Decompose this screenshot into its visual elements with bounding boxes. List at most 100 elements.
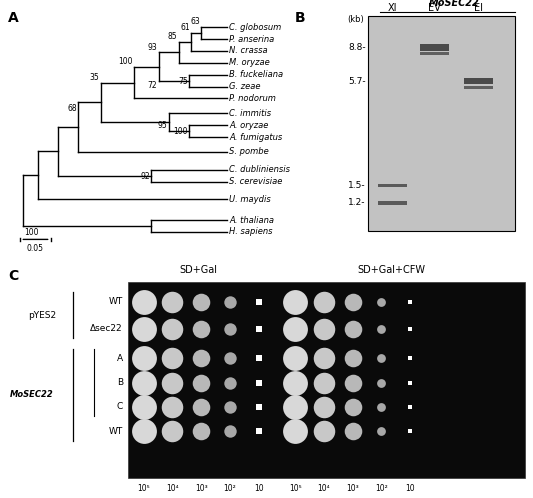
Text: WT: WT [109,297,123,306]
Text: A. fumigatus: A. fumigatus [229,132,282,141]
Text: 93: 93 [148,43,157,52]
Point [225,427,234,435]
Text: 85: 85 [168,32,177,41]
Text: N. crassa: N. crassa [229,46,268,55]
Point [291,403,300,411]
Bar [419,44,449,50]
Point [320,403,328,411]
Text: 10⁴: 10⁴ [166,484,179,493]
Point [254,378,263,386]
Point [225,298,234,306]
Text: 10³: 10³ [195,484,207,493]
Point [254,325,263,333]
Point [291,355,300,363]
Point [349,325,357,333]
Point [377,355,386,363]
Point [320,427,328,435]
Point [168,403,177,411]
Text: A. oryzae: A. oryzae [229,121,269,129]
Point [254,427,263,435]
Text: 10²: 10² [223,484,236,493]
Text: WT: WT [109,427,123,436]
Text: SD+Gal+CFW: SD+Gal+CFW [358,265,426,275]
Text: 10⁵: 10⁵ [289,484,302,493]
Point [291,378,300,386]
Point [140,355,148,363]
Text: 8.8-: 8.8- [348,43,366,52]
Text: (kb): (kb) [348,14,365,23]
Text: C. immitis: C. immitis [229,109,271,118]
Point [168,298,177,306]
Point [291,427,300,435]
Point [349,355,357,363]
Text: C: C [117,402,123,411]
Point [320,355,328,363]
Bar [419,52,449,55]
Point [377,325,386,333]
Text: 61: 61 [181,23,190,32]
Text: SD+Gal: SD+Gal [180,265,217,275]
Point [254,355,263,363]
Text: 10²: 10² [375,484,388,493]
Point [320,298,328,306]
Point [168,355,177,363]
Point [320,325,328,333]
Text: P. nodorum: P. nodorum [229,94,276,103]
Text: 100: 100 [118,57,132,66]
Text: 100: 100 [24,228,39,237]
Text: A. thaliana: A. thaliana [229,216,274,225]
Text: 10³: 10³ [346,484,359,493]
Point [197,403,205,411]
Bar [378,184,407,187]
Bar [464,86,493,89]
Text: B: B [294,10,305,24]
Text: 5.7-: 5.7- [348,77,366,86]
Point [291,325,300,333]
Text: 10⁵: 10⁵ [138,484,150,493]
Text: C. dubliniensis: C. dubliniensis [229,165,290,174]
Point [406,298,415,306]
Point [406,403,415,411]
Point [140,427,148,435]
Point [168,378,177,386]
Text: U. maydis: U. maydis [229,195,271,204]
Text: S. cerevisiae: S. cerevisiae [229,177,282,186]
Text: M. oryzae: M. oryzae [229,58,270,67]
Text: pYES2: pYES2 [28,311,56,320]
Point [140,325,148,333]
Point [168,325,177,333]
Bar [464,78,493,84]
Text: C. globosum: C. globosum [229,23,281,32]
Point [349,403,357,411]
Point [406,325,415,333]
Point [349,298,357,306]
Point [377,427,386,435]
Text: G. zeae: G. zeae [229,82,261,91]
Text: C: C [8,269,18,283]
Text: H. sapiens: H. sapiens [229,228,272,237]
Point [140,298,148,306]
Point [254,403,263,411]
Point [197,325,205,333]
Text: 63: 63 [190,17,200,26]
Text: 75: 75 [178,77,188,86]
Point [377,378,386,386]
Point [168,427,177,435]
Point [406,378,415,386]
Text: Δsec22: Δsec22 [90,324,123,333]
Point [225,325,234,333]
Text: B: B [117,378,123,387]
Bar [128,281,525,478]
Text: EV: EV [428,3,441,13]
Point [291,298,300,306]
Text: S. pombe: S. pombe [229,147,269,156]
Point [406,355,415,363]
Point [197,427,205,435]
Text: MoSEC22: MoSEC22 [429,0,479,8]
Text: 1.2-: 1.2- [348,198,366,208]
Text: 72: 72 [148,81,157,91]
Point [197,378,205,386]
Point [197,298,205,306]
Point [225,403,234,411]
Text: 10⁴: 10⁴ [318,484,330,493]
